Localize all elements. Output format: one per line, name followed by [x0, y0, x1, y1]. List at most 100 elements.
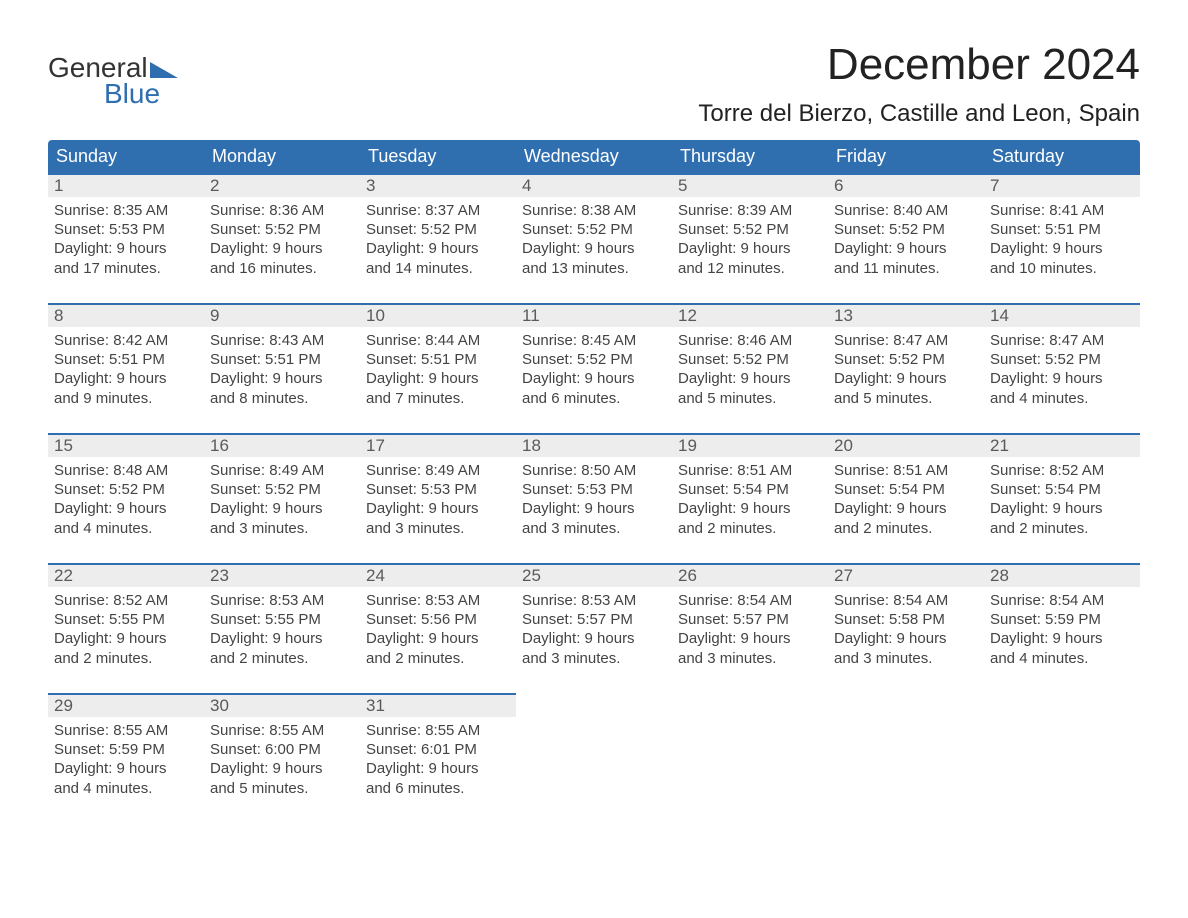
day-number: 29: [48, 693, 204, 717]
day-number: 12: [672, 303, 828, 327]
day-number: 13: [828, 303, 984, 327]
sunset-line: Sunset: 5:59 PM: [54, 740, 198, 759]
sunrise-line: Sunrise: 8:38 AM: [522, 201, 666, 220]
sunset-line: Sunset: 5:52 PM: [54, 480, 198, 499]
sunrise-line: Sunrise: 8:54 AM: [834, 591, 978, 610]
day-number: 11: [516, 303, 672, 327]
day-cell: 15Sunrise: 8:48 AMSunset: 5:52 PMDayligh…: [48, 433, 204, 563]
sunrise-line: Sunrise: 8:53 AM: [366, 591, 510, 610]
day-body: Sunrise: 8:55 AMSunset: 5:59 PMDaylight:…: [48, 717, 204, 798]
day-number: 7: [984, 173, 1140, 197]
brand-word2: Blue: [104, 78, 160, 110]
day-cell: 7 Sunrise: 8:41 AMSunset: 5:51 PMDaylight…: [984, 173, 1140, 303]
daylight-line-2: and 2 minutes.: [834, 519, 978, 538]
day-cell: 9Sunrise: 8:43 AMSunset: 5:51 PMDaylight…: [204, 303, 360, 433]
day-body: Sunrise: 8:52 AMSunset: 5:55 PMDaylight:…: [48, 587, 204, 668]
daylight-line-2: and 7 minutes.: [366, 389, 510, 408]
calendar-header: SundayMondayTuesdayWednesdayThursdayFrid…: [48, 140, 1140, 173]
day-body: Sunrise: 8:49 AMSunset: 5:52 PMDaylight:…: [204, 457, 360, 538]
daylight-line-2: and 3 minutes.: [366, 519, 510, 538]
daylight-line-2: and 6 minutes.: [366, 779, 510, 798]
day-body: Sunrise: 8:55 AMSunset: 6:01 PMDaylight:…: [360, 717, 516, 798]
day-number: 14: [984, 303, 1140, 327]
sunset-line: Sunset: 5:51 PM: [54, 350, 198, 369]
day-body: Sunrise: 8:37 AMSunset: 5:52 PMDaylight:…: [360, 197, 516, 278]
sunset-line: Sunset: 5:54 PM: [678, 480, 822, 499]
daylight-line-1: Daylight: 9 hours: [54, 629, 198, 648]
day-number: 8: [48, 303, 204, 327]
day-number: 25: [516, 563, 672, 587]
daylight-line-2: and 9 minutes.: [54, 389, 198, 408]
day-body: Sunrise: 8:47 AMSunset: 5:52 PMDaylight:…: [828, 327, 984, 408]
daylight-line-1: Daylight: 9 hours: [990, 369, 1134, 388]
sunrise-line: Sunrise: 8:55 AM: [210, 721, 354, 740]
day-body: Sunrise: 8:36 AMSunset: 5:52 PMDaylight:…: [204, 197, 360, 278]
sunrise-line: Sunrise: 8:53 AM: [210, 591, 354, 610]
title-block: December 2024 Torre del Bierzo, Castille…: [698, 40, 1140, 140]
sunrise-line: Sunrise: 8:49 AM: [366, 461, 510, 480]
day-cell: 28Sunrise: 8:54 AMSunset: 5:59 PMDayligh…: [984, 563, 1140, 693]
weekday-header: Thursday: [672, 140, 828, 173]
day-cell: 11Sunrise: 8:45 AMSunset: 5:52 PMDayligh…: [516, 303, 672, 433]
sunrise-line: Sunrise: 8:54 AM: [678, 591, 822, 610]
day-body: Sunrise: 8:35 AMSunset: 5:53 PMDaylight:…: [48, 197, 204, 278]
day-cell: 3Sunrise: 8:37 AMSunset: 5:52 PMDaylight…: [360, 173, 516, 303]
sunrise-line: Sunrise: 8:44 AM: [366, 331, 510, 350]
daylight-line-2: and 16 minutes.: [210, 259, 354, 278]
day-number: 2: [204, 173, 360, 197]
day-cell: 26Sunrise: 8:54 AMSunset: 5:57 PMDayligh…: [672, 563, 828, 693]
daylight-line-1: Daylight: 9 hours: [990, 239, 1134, 258]
day-body: Sunrise: 8:47 AMSunset: 5:52 PMDaylight:…: [984, 327, 1140, 408]
sunset-line: Sunset: 5:52 PM: [834, 220, 978, 239]
daylight-line-1: Daylight: 9 hours: [522, 629, 666, 648]
sunset-line: Sunset: 5:52 PM: [522, 220, 666, 239]
day-body: Sunrise: 8:49 AMSunset: 5:53 PMDaylight:…: [360, 457, 516, 538]
daylight-line-2: and 13 minutes.: [522, 259, 666, 278]
sunset-line: Sunset: 5:57 PM: [522, 610, 666, 629]
day-number: 21: [984, 433, 1140, 457]
daylight-line-1: Daylight: 9 hours: [54, 759, 198, 778]
day-body: Sunrise: 8:43 AMSunset: 5:51 PMDaylight:…: [204, 327, 360, 408]
sunset-line: Sunset: 5:52 PM: [834, 350, 978, 369]
day-body: Sunrise: 8:54 AMSunset: 5:59 PMDaylight:…: [984, 587, 1140, 668]
daylight-line-1: Daylight: 9 hours: [54, 239, 198, 258]
day-body: Sunrise: 8:50 AMSunset: 5:53 PMDaylight:…: [516, 457, 672, 538]
daylight-line-1: Daylight: 9 hours: [522, 499, 666, 518]
day-number: 17: [360, 433, 516, 457]
day-cell: 5Sunrise: 8:39 AMSunset: 5:52 PMDaylight…: [672, 173, 828, 303]
sunrise-line: Sunrise: 8:41 AM: [990, 201, 1134, 220]
sunrise-line: Sunrise: 8:42 AM: [54, 331, 198, 350]
week-row: 1Sunrise: 8:35 AMSunset: 5:53 PMDaylight…: [48, 173, 1140, 303]
sunrise-line: Sunrise: 8:46 AM: [678, 331, 822, 350]
daylight-line-1: Daylight: 9 hours: [210, 369, 354, 388]
day-cell: 10Sunrise: 8:44 AMSunset: 5:51 PMDayligh…: [360, 303, 516, 433]
sunrise-line: Sunrise: 8:39 AM: [678, 201, 822, 220]
day-number: 19: [672, 433, 828, 457]
day-cell: 31Sunrise: 8:55 AMSunset: 6:01 PMDayligh…: [360, 693, 516, 823]
week-row: 15Sunrise: 8:48 AMSunset: 5:52 PMDayligh…: [48, 433, 1140, 563]
day-number: 18: [516, 433, 672, 457]
day-number: 23: [204, 563, 360, 587]
sunrise-line: Sunrise: 8:35 AM: [54, 201, 198, 220]
sunrise-line: Sunrise: 8:36 AM: [210, 201, 354, 220]
month-title: December 2024: [698, 40, 1140, 90]
daylight-line-2: and 8 minutes.: [210, 389, 354, 408]
day-body: Sunrise: 8:46 AMSunset: 5:52 PMDaylight:…: [672, 327, 828, 408]
daylight-line-2: and 4 minutes.: [54, 779, 198, 798]
day-body: Sunrise: 8:53 AMSunset: 5:57 PMDaylight:…: [516, 587, 672, 668]
day-number: 31: [360, 693, 516, 717]
weekday-header: Saturday: [984, 140, 1140, 173]
daylight-line-1: Daylight: 9 hours: [678, 629, 822, 648]
sunrise-line: Sunrise: 8:51 AM: [678, 461, 822, 480]
sunrise-line: Sunrise: 8:47 AM: [990, 331, 1134, 350]
day-number: 28: [984, 563, 1140, 587]
weekday-header: Wednesday: [516, 140, 672, 173]
brand-logo: General Blue: [48, 52, 178, 110]
day-cell: 20Sunrise: 8:51 AMSunset: 5:54 PMDayligh…: [828, 433, 984, 563]
daylight-line-1: Daylight: 9 hours: [678, 369, 822, 388]
day-number: 1: [48, 173, 204, 197]
sunrise-line: Sunrise: 8:52 AM: [54, 591, 198, 610]
daylight-line-2: and 3 minutes.: [678, 649, 822, 668]
sunset-line: Sunset: 5:51 PM: [990, 220, 1134, 239]
calendar-table: SundayMondayTuesdayWednesdayThursdayFrid…: [48, 140, 1140, 823]
